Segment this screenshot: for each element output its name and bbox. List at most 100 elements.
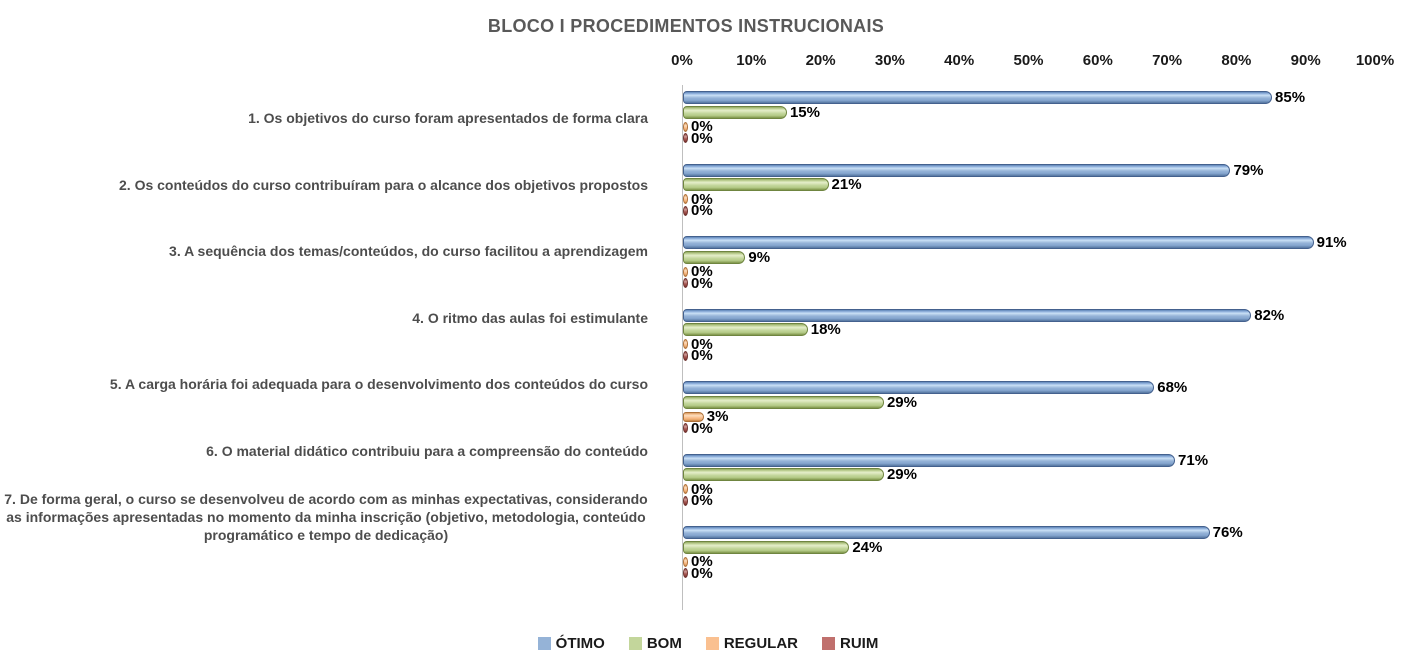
bar-ruim [683, 495, 688, 506]
bar-regular [683, 484, 688, 494]
bar-row: 3% [683, 408, 1403, 425]
axis-tick-label: 70% [1152, 52, 1183, 69]
bar-row: 71% [683, 451, 1403, 469]
category-label: 1. Os objetivos do curso foram apresenta… [248, 110, 648, 127]
bar-ruim [683, 278, 688, 288]
bar-value-label: 0% [691, 347, 713, 364]
legend-label: ÓTIMO [555, 635, 605, 652]
axis-tick-label: 20% [805, 52, 836, 69]
bar-regular [683, 194, 688, 204]
legend-item: ÓTIMO [537, 635, 605, 652]
bar-value-label: 0% [691, 129, 713, 147]
bar-ótimo [683, 236, 1314, 249]
bar-regular [683, 121, 688, 132]
bar-value-label: 0% [691, 480, 713, 498]
axis-tick-label: 60% [1082, 52, 1113, 69]
bar-row: 85% [683, 89, 1403, 106]
plot-area [682, 85, 1375, 610]
axis-tick-label: 10% [736, 52, 767, 69]
bar-group: 82% 18% 0% 0% [683, 306, 1403, 376]
bar-bom [683, 540, 850, 554]
bar-value-label: 85% [1275, 89, 1306, 106]
bar-value-label: 29% [886, 393, 917, 411]
legend-swatch [537, 637, 551, 650]
bar-group: 68% 29% 3% 0% [683, 379, 1403, 448]
bar-row: 76% [683, 524, 1403, 541]
bar-row: 0% [683, 553, 1403, 570]
axis-tick-label: 100% [1355, 52, 1395, 69]
bar-ruim [683, 133, 688, 143]
bar-value-label: 76% [1212, 524, 1243, 541]
legend-swatch [628, 637, 642, 650]
bar-value-label: 29% [886, 466, 917, 483]
category-label: 3. A sequência dos temas/conteúdos, do c… [169, 243, 648, 260]
bar-regular [683, 266, 688, 277]
bar-row: 0% [683, 335, 1403, 353]
legend-label: RUIM [840, 635, 879, 652]
legend-item: REGULAR [705, 635, 798, 652]
legend-label: BOM [646, 635, 682, 652]
category-label: 4. O ritmo das aulas foi estimulante [412, 309, 648, 326]
bar-value-label: 68% [1157, 379, 1188, 396]
axis-tick-label: 40% [944, 52, 975, 69]
bar-regular [683, 411, 704, 422]
bar-row: 0% [683, 118, 1403, 135]
bar-row: 0% [683, 419, 1403, 437]
bar-value-label: 79% [1233, 161, 1264, 179]
bar-value-label: 0% [691, 492, 713, 509]
bar-value-label: 0% [691, 419, 713, 437]
bar-row: 15% [683, 103, 1403, 121]
bar-ótimo [683, 453, 1176, 467]
legend-item: RUIM [822, 635, 878, 652]
bar-row: 29% [683, 393, 1403, 411]
bar-ótimo [683, 381, 1155, 394]
bar-row: 68% [683, 379, 1403, 396]
bar-value-label: 0% [691, 274, 713, 292]
bar-row: 0% [683, 203, 1403, 218]
legend: ÓTIMO BOM REGULAR RUIM [0, 635, 1416, 652]
bar-value-label: 0% [691, 564, 713, 582]
bar-row: 0% [683, 492, 1403, 509]
bar-value-label: 15% [789, 103, 820, 121]
bar-row: 0% [683, 274, 1403, 292]
bar-row: 0% [683, 480, 1403, 498]
bar-group: 76% 24% 0% 0% [683, 524, 1403, 593]
category-label: 6. O material didático contribuiu para a… [206, 442, 648, 459]
bar-bom [683, 323, 808, 336]
bar-group: 91% 9% 0% 0% [683, 234, 1403, 303]
category-axis: 1. Os objetivos do curso foram apresenta… [0, 85, 666, 551]
bar-bom [683, 178, 829, 191]
bar-groups: 85% 15% 0% 0% 79% 21% 0% 0% 91% 9% 0% 0% 82% 18% 0% 0% 6… [683, 85, 1403, 593]
category-label: 2. Os conteúdos do curso contribuíram pa… [119, 176, 648, 193]
bar-regular [683, 556, 688, 567]
bar-row: 0% [683, 263, 1403, 280]
bar-ruim [683, 423, 688, 433]
bar-ótimo [683, 526, 1210, 539]
bar-value-label: 0% [691, 263, 713, 280]
bar-row: 18% [683, 322, 1403, 337]
bar-row: 24% [683, 540, 1403, 555]
bar-row: 82% [683, 306, 1403, 324]
bar-value-label: 0% [691, 553, 713, 570]
bar-row: 0% [683, 564, 1403, 582]
bar-ruim [683, 568, 688, 578]
bar-ruim [683, 350, 688, 361]
bar-row: 9% [683, 248, 1403, 266]
bar-group: 85% 15% 0% 0% [683, 89, 1403, 158]
axis-tick-label: 90% [1290, 52, 1321, 69]
bar-group: 71% 29% 0% 0% [683, 451, 1403, 521]
legend-swatch [705, 637, 719, 650]
bar-value-label: 9% [748, 248, 771, 266]
bar-row: 91% [683, 234, 1403, 251]
bar-value-label: 0% [691, 118, 713, 135]
bar-value-label: 82% [1254, 306, 1285, 324]
chart-title: BLOCO I PROCEDIMENTOS INSTRUCIONAIS [487, 16, 885, 36]
bar-value-label: 0% [691, 190, 713, 208]
bar-value-label: 3% [706, 408, 729, 425]
bar-value-label: 0% [691, 335, 713, 353]
bar-value-label: 91% [1316, 234, 1347, 251]
bar-value-label: 71% [1178, 451, 1209, 469]
axis-tick-label: 50% [1013, 52, 1044, 69]
bar-regular [683, 339, 688, 349]
